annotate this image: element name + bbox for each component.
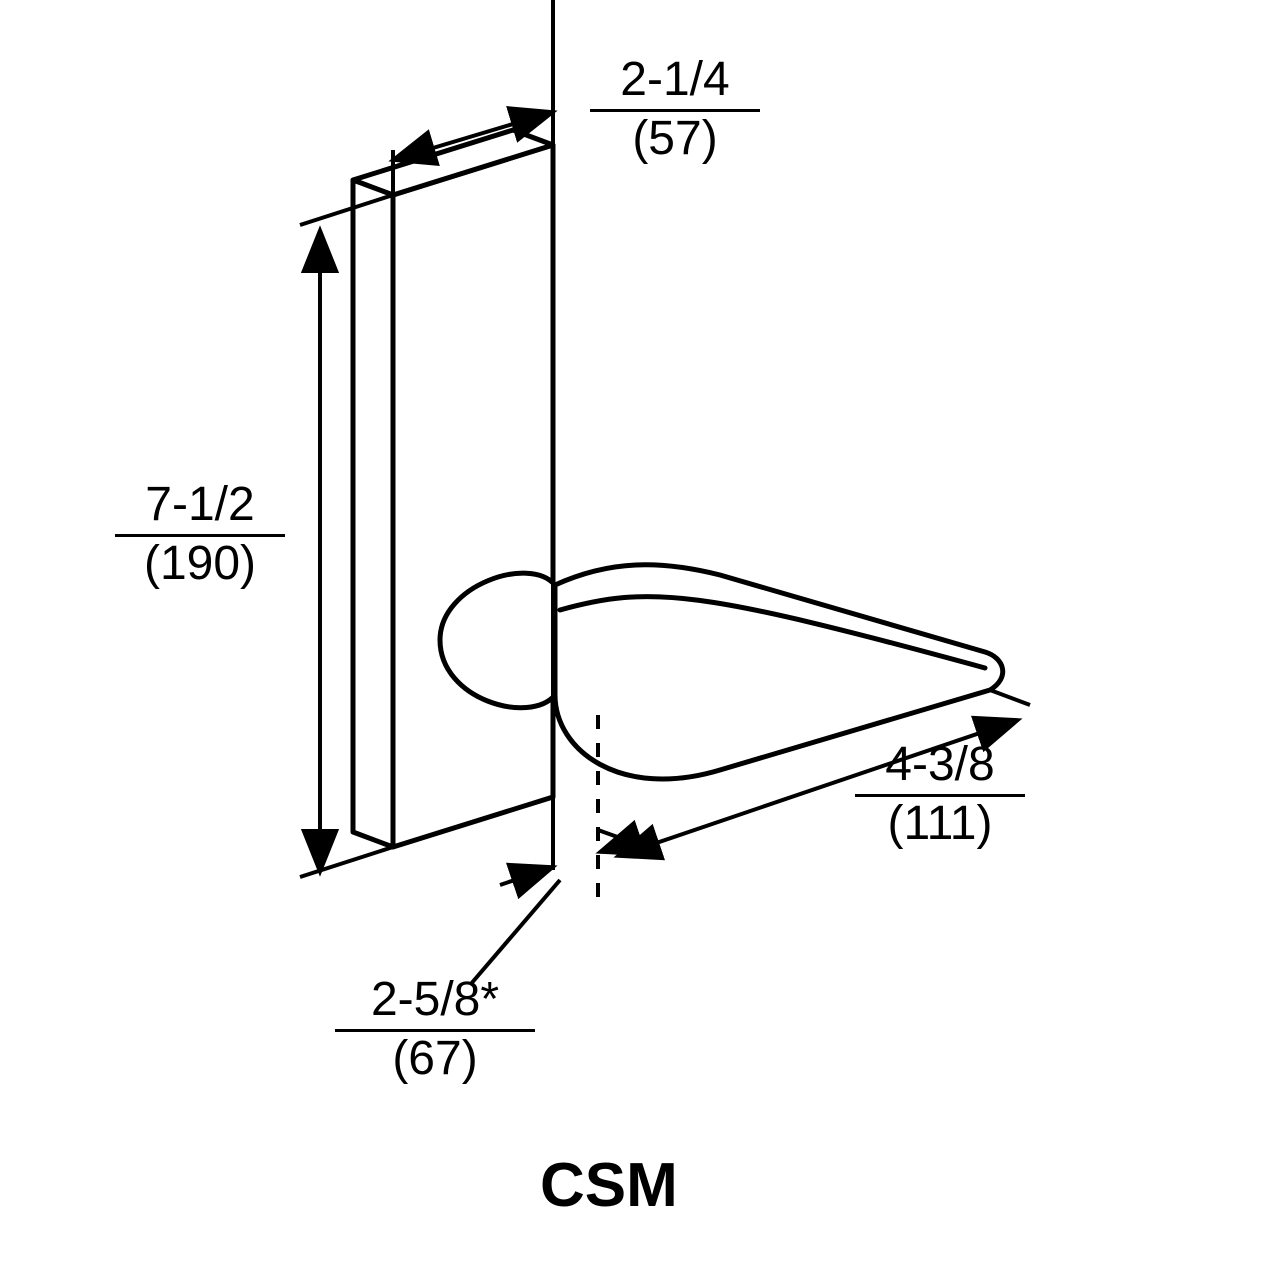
diagram-title: CSM: [540, 1150, 678, 1221]
dim-lever-imperial: 4-3/8: [855, 740, 1025, 794]
dim-height-imperial: 7-1/2: [115, 480, 285, 534]
dim-width-mm: (57): [590, 112, 760, 164]
drawing-svg: [0, 0, 1280, 1280]
dim-height-mm: (190): [115, 537, 285, 589]
plate: [353, 130, 553, 847]
dim-lever-label: 4-3/8 (111): [855, 740, 1025, 850]
dim-width-imperial: 2-1/4: [590, 55, 760, 109]
dim-offset-imperial: 2-5/8*: [335, 975, 535, 1029]
dim-lever-mm: (111): [855, 797, 1025, 849]
diagram-stage: 2-1/4 (57) 7-1/2 (190) 4-3/8 (111) 2-5/8…: [0, 0, 1280, 1280]
dim-width-label: 2-1/4 (57): [590, 55, 760, 165]
dim-height-label: 7-1/2 (190): [115, 480, 285, 590]
dim-offset-mm: (67): [335, 1032, 535, 1084]
dim-offset-label: 2-5/8* (67): [335, 975, 535, 1085]
